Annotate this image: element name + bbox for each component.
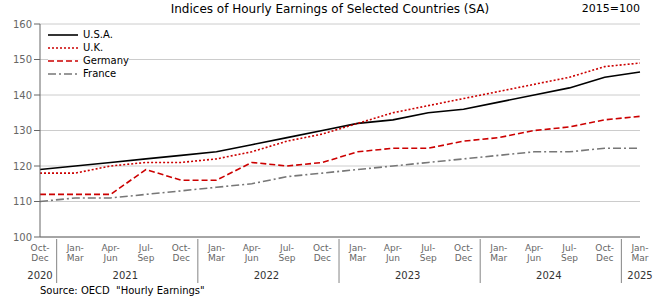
html-text:2015=100: 2015=100 — [581, 2, 640, 15]
svg-text:Jun: Jun — [244, 253, 259, 263]
svg-text:Mar: Mar — [67, 253, 84, 263]
svg-text:Jun: Jun — [385, 253, 400, 263]
svg-text:Apr-: Apr- — [384, 243, 402, 253]
svg-text:Oct-: Oct- — [31, 243, 50, 253]
svg-text:130: 130 — [13, 125, 32, 136]
svg-text:Mar: Mar — [632, 253, 649, 263]
svg-text:Sep: Sep — [420, 253, 437, 263]
svg-text:2022: 2022 — [254, 270, 279, 281]
svg-text:2020: 2020 — [27, 270, 52, 281]
svg-text:Mar: Mar — [349, 253, 366, 263]
svg-text:140: 140 — [13, 90, 32, 101]
svg-text:Oct-: Oct- — [172, 243, 191, 253]
svg-text:Jun: Jun — [526, 253, 541, 263]
svg-text:Dec: Dec — [314, 253, 331, 263]
svg-text:Sep: Sep — [137, 253, 154, 263]
svg-text:2025: 2025 — [627, 270, 652, 281]
svg-text:100: 100 — [13, 232, 32, 243]
html-text:Source: OECD "Hourly Earnings": Source: OECD "Hourly Earnings" — [40, 285, 205, 296]
svg-text:120: 120 — [13, 161, 32, 172]
svg-text:150: 150 — [13, 54, 32, 65]
html-text:France: France — [83, 68, 117, 79]
html-text:U.S.A.: U.S.A. — [83, 29, 113, 40]
svg-text:Jan-: Jan- — [207, 243, 225, 253]
svg-text:Jan-: Jan- — [348, 243, 366, 253]
svg-text:Apr-: Apr- — [525, 243, 543, 253]
svg-text:Dec: Dec — [172, 253, 189, 263]
svg-text:Apr-: Apr- — [101, 243, 119, 253]
svg-text:2024: 2024 — [536, 270, 561, 281]
svg-text:Oct-: Oct- — [595, 243, 614, 253]
svg-text:Mar: Mar — [490, 253, 507, 263]
svg-text:Jul-: Jul- — [279, 243, 294, 253]
svg-text:Jan-: Jan- — [489, 243, 507, 253]
svg-text:Jul-: Jul- — [138, 243, 153, 253]
svg-text:Jul-: Jul- — [561, 243, 576, 253]
svg-text:Jul-: Jul- — [420, 243, 435, 253]
svg-text:Sep: Sep — [279, 253, 296, 263]
svg-text:Dec: Dec — [31, 253, 48, 263]
svg-text:Jan-: Jan- — [66, 243, 84, 253]
svg-text:Dec: Dec — [455, 253, 472, 263]
svg-text:Oct-: Oct- — [454, 243, 473, 253]
svg-text:110: 110 — [13, 196, 32, 207]
svg-text:Apr-: Apr- — [243, 243, 261, 253]
html-text:Indices of Hourly Earnings of: Indices of Hourly Earnings of Selected C… — [170, 2, 490, 16]
svg-text:160: 160 — [13, 19, 32, 30]
svg-text:Jan-: Jan- — [630, 243, 648, 253]
svg-text:2023: 2023 — [395, 270, 420, 281]
svg-text:Dec: Dec — [596, 253, 613, 263]
html-text:U.K.: U.K. — [83, 42, 104, 53]
svg-text:Jun: Jun — [103, 253, 118, 263]
svg-text:Oct-: Oct- — [313, 243, 332, 253]
svg-text:Sep: Sep — [561, 253, 578, 263]
html-text:Germany: Germany — [83, 55, 129, 66]
svg-text:Mar: Mar — [208, 253, 225, 263]
svg-text:2021: 2021 — [113, 270, 138, 281]
